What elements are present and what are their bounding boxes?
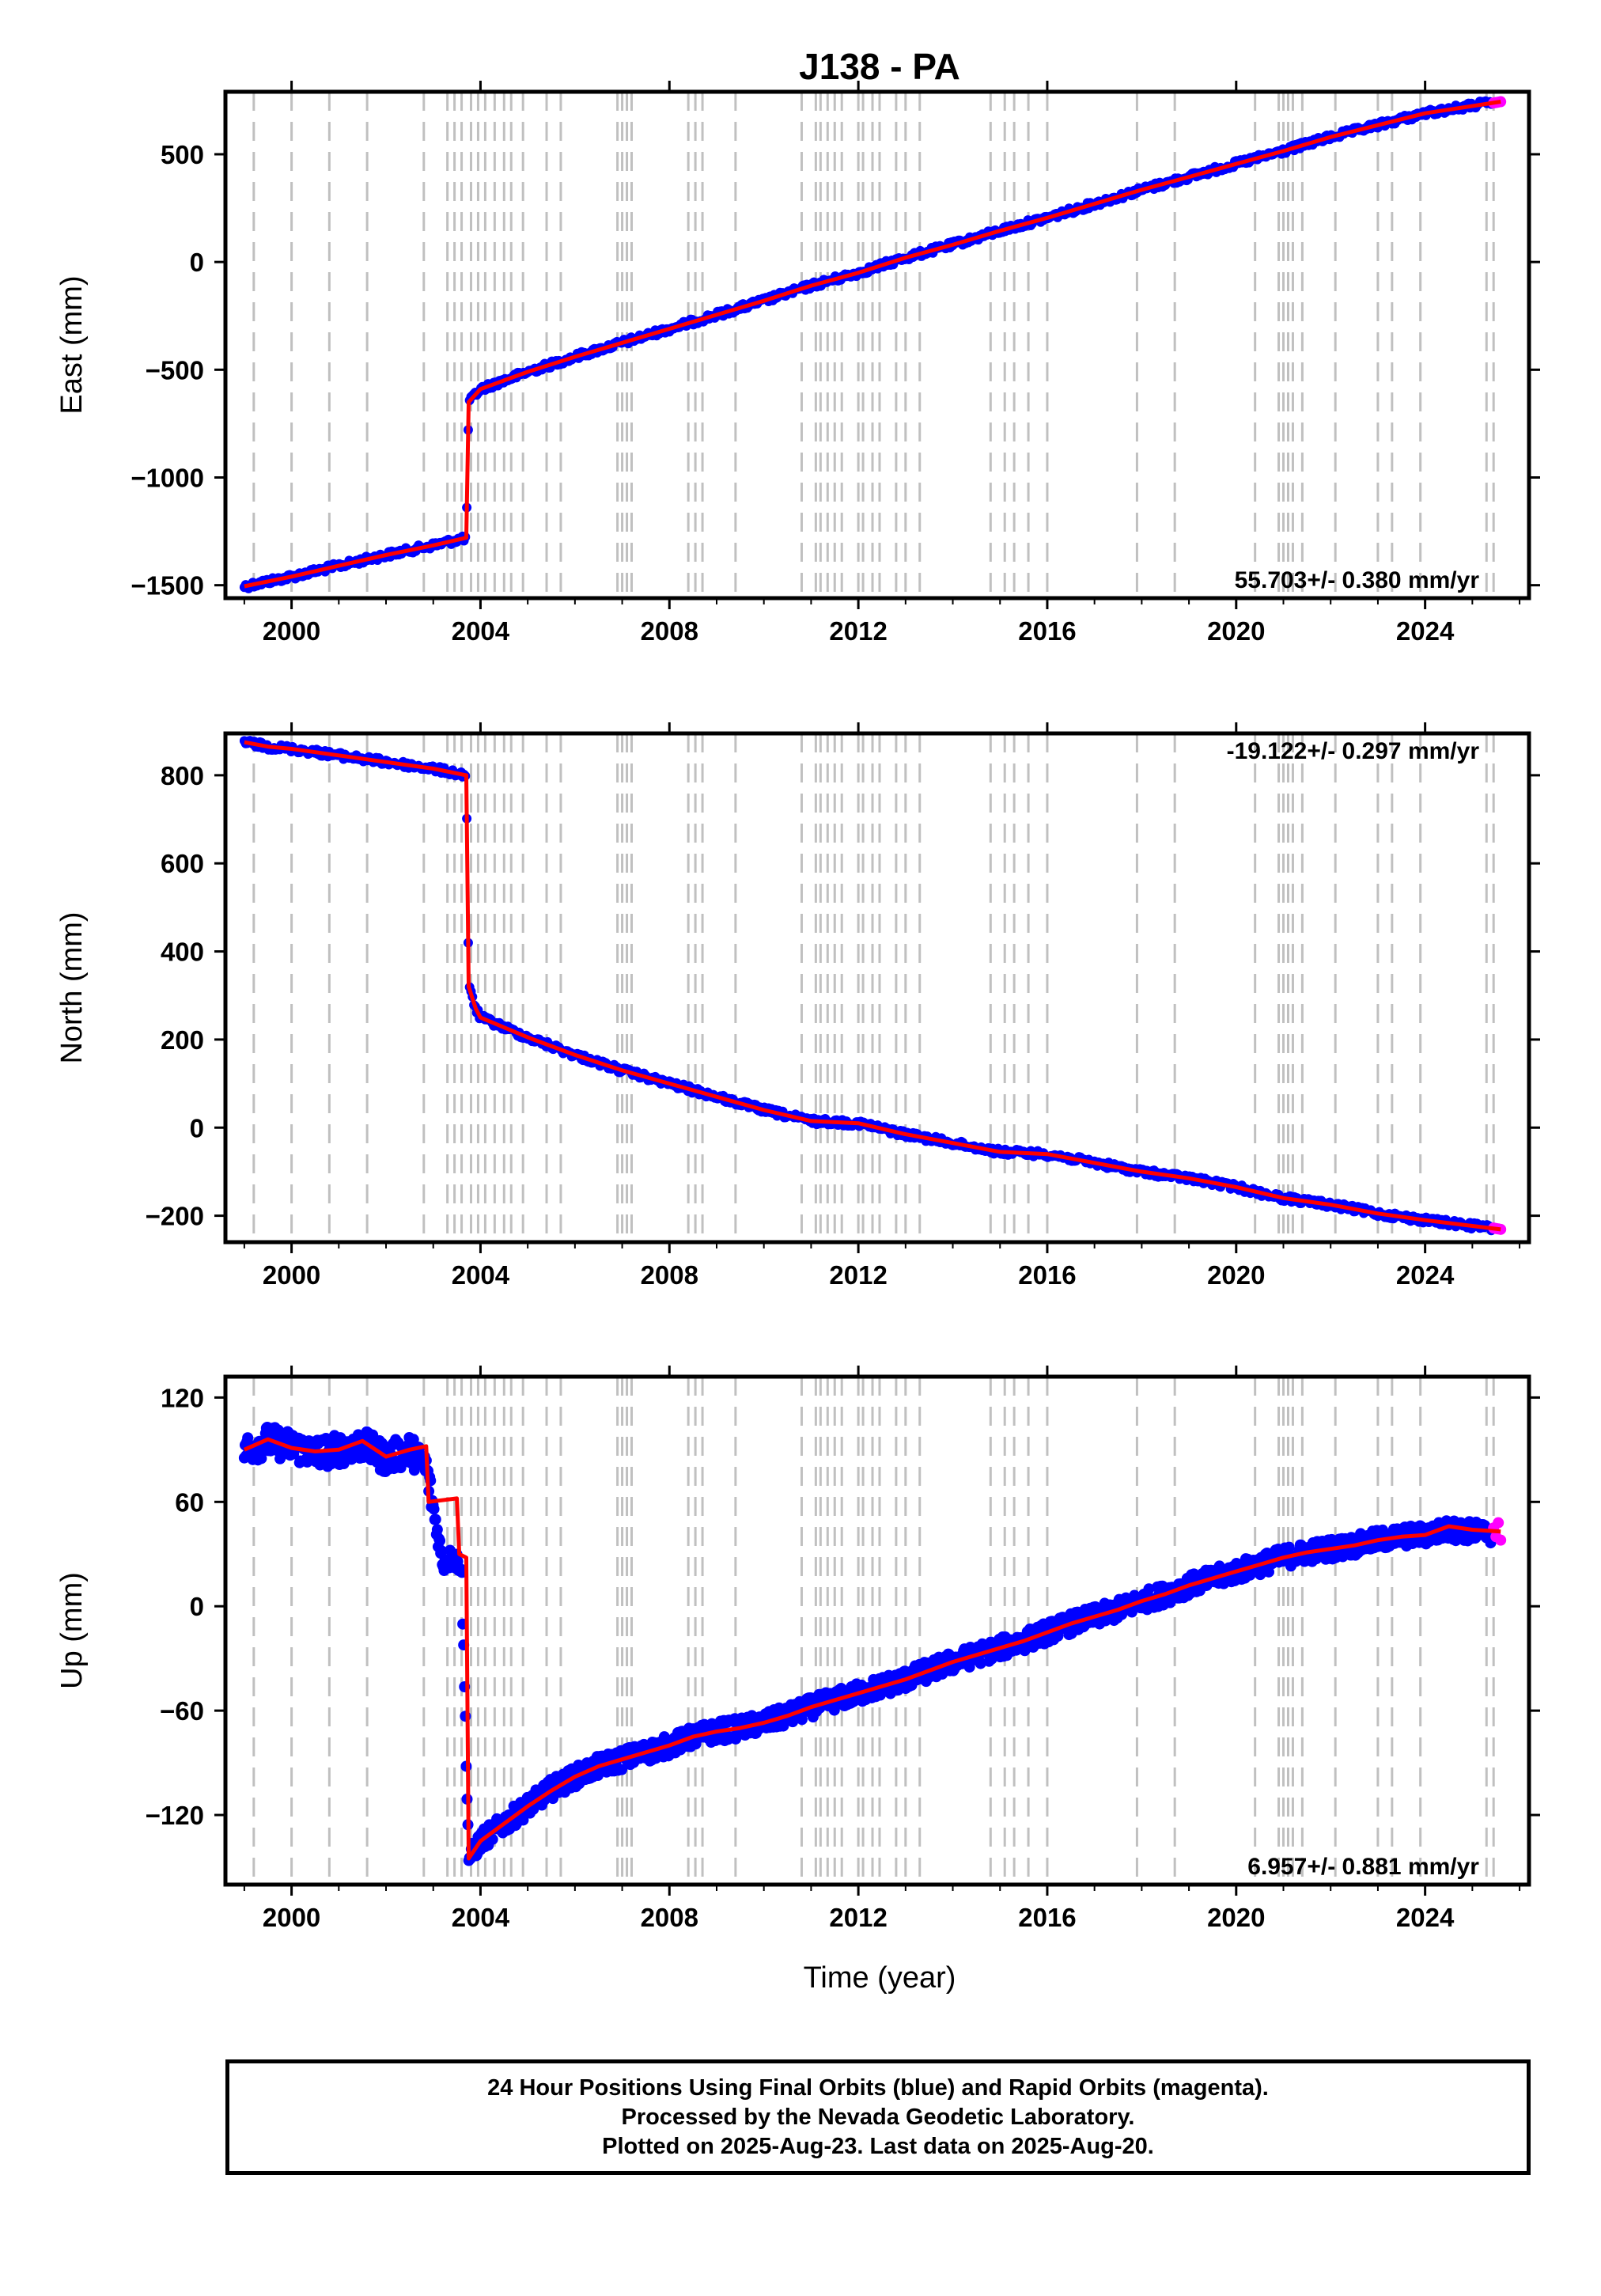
- final-orbit-point: [517, 1814, 529, 1826]
- x-tick-label: 2000: [263, 616, 320, 646]
- rapid-orbit-point: [1495, 1534, 1507, 1546]
- x-tick-label: 2008: [641, 1260, 698, 1290]
- final-orbit-point: [1283, 1541, 1295, 1553]
- final-orbit-point: [1143, 1583, 1155, 1595]
- x-tick-label: 2008: [641, 1903, 698, 1932]
- y-axis-label: East (mm): [55, 275, 89, 414]
- x-tick-label: 2012: [829, 1903, 887, 1932]
- final-orbit-point: [436, 1545, 448, 1557]
- footer-line-1: 24 Hour Positions Using Final Orbits (bl…: [487, 2074, 1269, 2101]
- footer-line-2: Processed by the Nevada Geodetic Laborat…: [621, 2104, 1135, 2130]
- x-axis-label: Time (year): [804, 1961, 956, 1995]
- x-tick-label: 2020: [1207, 616, 1265, 646]
- x-tick-label: 2016: [1018, 1260, 1076, 1290]
- x-tick-label: 2016: [1018, 616, 1076, 646]
- final-orbit-point: [430, 1514, 441, 1525]
- plot-frame: [223, 89, 1531, 601]
- y-tick-label: 120: [161, 1383, 204, 1412]
- x-tick-label: 2012: [829, 616, 887, 646]
- y-tick-label: 0: [190, 1113, 204, 1142]
- model-line: [244, 100, 1501, 589]
- panel-1: 2000 2004 2008 2012 2016 2020 2024 −200 0 200 400 6…: [55, 722, 1540, 1290]
- y-tick-label: 0: [190, 248, 204, 277]
- panel-2: 2000 2004 2008 2012 2016 2020 2024 −120 −60 0 60 12…: [55, 1366, 1540, 1932]
- rate-label: 55.703+/- 0.380 mm/yr: [1235, 567, 1480, 593]
- x-tick-label: 2004: [452, 1903, 510, 1932]
- final-orbit-point: [428, 1503, 440, 1515]
- x-tick-label: 2016: [1018, 1903, 1076, 1932]
- plot-area: [239, 733, 1507, 1242]
- final-orbit-point: [975, 1658, 986, 1669]
- panel-0: 2000 2004 2008 2012 2016 2020 2024 −1500 −1000 −5…: [55, 81, 1540, 646]
- x-tick-label: 2008: [641, 616, 698, 646]
- x-tick-label: 2004: [452, 1260, 510, 1290]
- y-tick-label: −1500: [131, 571, 204, 601]
- rapid-orbit-point: [1493, 1517, 1504, 1529]
- plot-frame: [223, 731, 1531, 1245]
- y-tick-label: 200: [161, 1025, 204, 1055]
- y-tick-label: 800: [161, 761, 204, 790]
- page-title: J138 - PA: [799, 46, 960, 87]
- rate-label: 6.957+/- 0.881 mm/yr: [1247, 1854, 1479, 1880]
- final-orbit-point: [1116, 1608, 1128, 1620]
- rate-label: -19.122+/- 0.297 mm/yr: [1227, 738, 1480, 764]
- plot-area: [238, 1377, 1507, 1885]
- footer-caption-box: 24 Hour Positions Using Final Orbits (bl…: [225, 2059, 1531, 2175]
- y-tick-label: 400: [161, 938, 204, 967]
- y-tick-label: 60: [175, 1487, 204, 1517]
- footer-line-3: Plotted on 2025-Aug-23. Last data on 202…: [602, 2133, 1154, 2159]
- x-tick-label: 2012: [829, 1260, 887, 1290]
- final-orbit-point: [255, 1453, 267, 1464]
- y-tick-label: −1000: [131, 463, 204, 492]
- y-tick-label: −200: [146, 1202, 204, 1231]
- plot-frame: [223, 1374, 1531, 1887]
- model-line: [244, 740, 1501, 1232]
- y-tick-label: −500: [146, 355, 204, 385]
- x-tick-label: 2000: [263, 1260, 320, 1290]
- model-line: [243, 1437, 1501, 1861]
- final-orbit-point: [434, 1535, 446, 1547]
- x-tick-label: 2004: [452, 616, 510, 646]
- y-tick-label: −60: [160, 1696, 204, 1726]
- y-tick-label: 500: [161, 140, 204, 169]
- y-tick-label: −120: [146, 1801, 204, 1830]
- x-tick-label: 2020: [1207, 1903, 1265, 1932]
- y-tick-label: 0: [190, 1592, 204, 1621]
- plot-area: [239, 92, 1507, 598]
- x-tick-label: 2024: [1396, 616, 1455, 646]
- y-tick-label: 600: [161, 849, 204, 878]
- x-tick-label: 2024: [1396, 1903, 1455, 1932]
- final-orbit-point: [431, 1524, 443, 1536]
- x-tick-label: 2024: [1396, 1260, 1455, 1290]
- x-tick-label: 2000: [263, 1903, 320, 1932]
- y-axis-label: Up (mm): [55, 1572, 89, 1689]
- y-axis-label: North (mm): [55, 911, 89, 1063]
- final-orbit-point: [1262, 1566, 1274, 1578]
- x-tick-label: 2020: [1207, 1260, 1265, 1290]
